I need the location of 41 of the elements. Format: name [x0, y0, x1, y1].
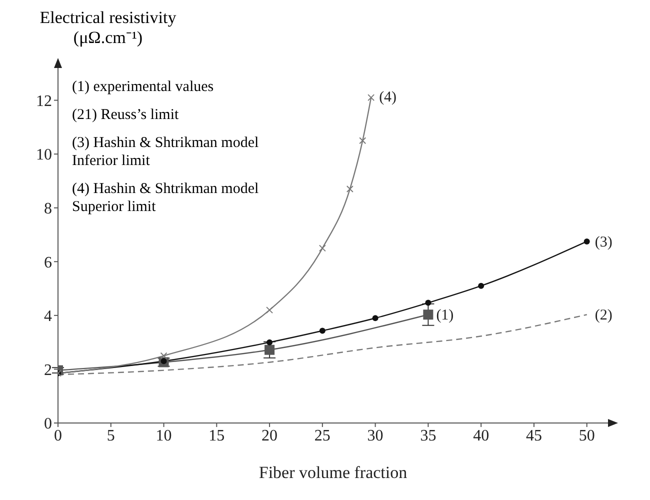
y-axis-title: Electrical resistivity (μΩ.cm⁻¹)	[38, 8, 178, 48]
point	[160, 352, 168, 360]
point	[318, 244, 326, 252]
y-tick-label: 0	[44, 416, 52, 433]
x-tick-label: 25	[314, 427, 330, 444]
point	[584, 238, 590, 244]
x-tick-label: 35	[420, 427, 436, 444]
y-tick-label: 2	[44, 362, 52, 379]
series-label: (4)	[379, 90, 397, 106]
x-tick-label: 30	[367, 427, 384, 444]
annotation: (1) experimental values	[72, 78, 215, 96]
x-tick-label: 20	[262, 427, 278, 444]
x-tick-label: 45	[526, 427, 542, 444]
point	[266, 339, 273, 346]
point	[264, 344, 275, 355]
y-tick-label: 12	[36, 92, 52, 110]
x-tick-label: 40	[473, 427, 490, 444]
point	[266, 306, 274, 314]
annotation: (3) Hashin & Shtrikman model Inferior limit	[72, 134, 259, 170]
annotation: (4) Hashin & Shtrikman model Superior limit	[72, 180, 259, 216]
point	[423, 310, 434, 320]
y-tick-label: 4	[44, 308, 52, 326]
x-tick-label: 10	[156, 427, 172, 444]
y-tick-label: 10	[36, 146, 52, 164]
point	[372, 315, 378, 322]
x-tick-label: 5	[106, 427, 115, 444]
series-label: (1)	[436, 308, 454, 324]
point	[478, 282, 484, 289]
y-tick-label: 6	[44, 254, 52, 272]
annotation: (21) Reuss’s limit	[72, 106, 180, 124]
point	[359, 137, 366, 144]
series-label: (3)	[594, 234, 612, 250]
x-axis-title: Fiber volume fraction	[258, 463, 408, 482]
point	[425, 300, 432, 306]
y-tick-label: 8	[44, 200, 52, 218]
point	[346, 186, 354, 193]
point	[368, 94, 375, 102]
x-tick-label: 50	[578, 427, 595, 444]
point	[319, 328, 326, 334]
series-label: (2)	[594, 308, 612, 324]
x-tick-label: 15	[208, 427, 225, 444]
